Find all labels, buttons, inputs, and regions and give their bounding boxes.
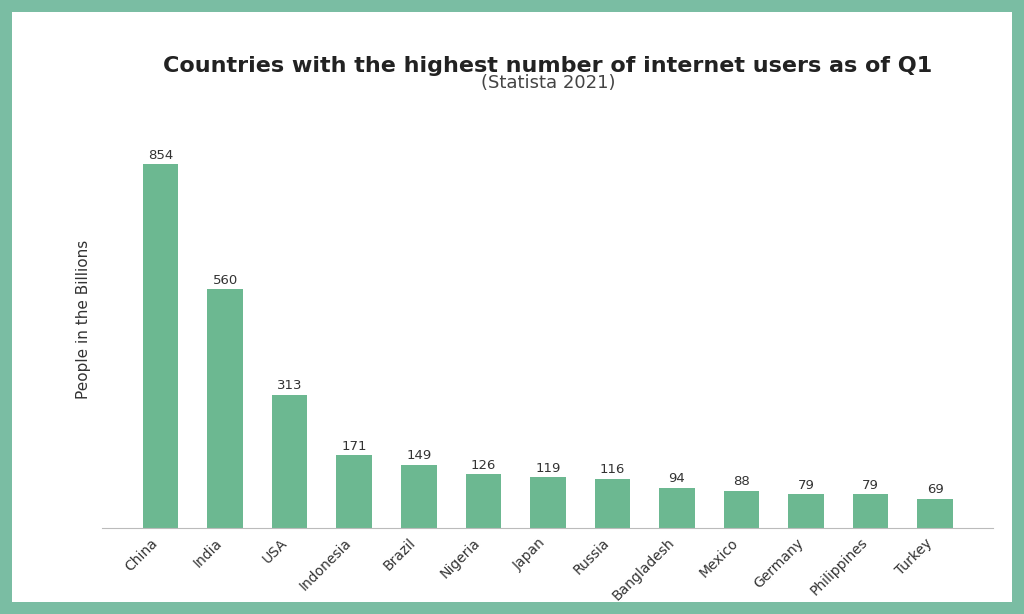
Bar	[401, 465, 436, 528]
Bar	[724, 491, 759, 528]
Bar	[788, 494, 823, 528]
Text: 94: 94	[669, 472, 685, 486]
Bar	[595, 479, 630, 528]
Text: 171: 171	[341, 440, 367, 453]
Text: 119: 119	[536, 462, 560, 475]
Bar	[466, 475, 501, 528]
Y-axis label: People in the Billions: People in the Billions	[77, 239, 91, 399]
Bar	[143, 164, 178, 528]
Bar	[272, 395, 307, 528]
Text: 116: 116	[600, 463, 625, 476]
Bar	[853, 494, 888, 528]
Bar	[337, 455, 372, 528]
Text: 560: 560	[213, 274, 238, 287]
Text: 854: 854	[148, 149, 173, 161]
Title: Countries with the highest number of internet users as of Q1: Countries with the highest number of int…	[163, 56, 933, 76]
Text: 313: 313	[276, 379, 302, 392]
Text: 126: 126	[471, 459, 496, 472]
Text: 69: 69	[927, 483, 943, 496]
Text: 79: 79	[798, 479, 814, 492]
Bar	[918, 499, 952, 528]
Bar	[659, 488, 694, 528]
Bar	[208, 289, 243, 528]
Bar	[530, 477, 565, 528]
Text: 79: 79	[862, 479, 879, 492]
Text: 88: 88	[733, 475, 750, 488]
Text: 149: 149	[407, 449, 431, 462]
Text: (Statista 2021): (Statista 2021)	[480, 74, 615, 92]
